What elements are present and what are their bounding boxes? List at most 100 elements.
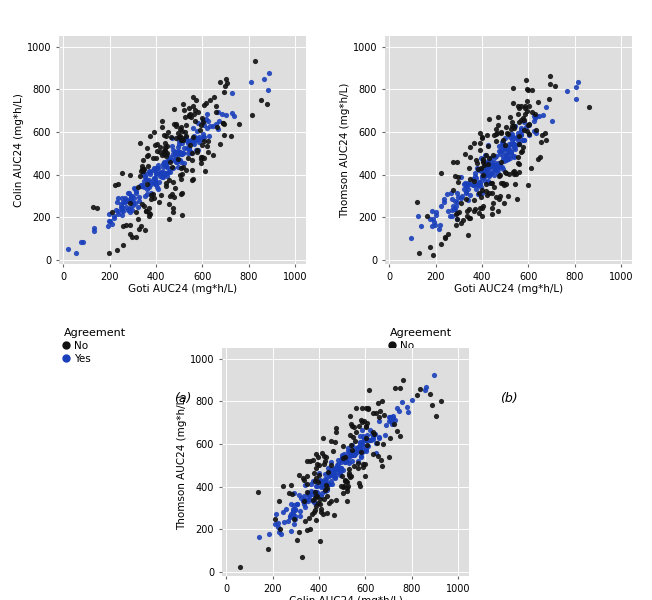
Point xyxy=(514,139,524,149)
Point xyxy=(456,198,466,208)
Point xyxy=(149,173,159,183)
Point xyxy=(475,139,486,148)
Point xyxy=(439,232,450,242)
Point xyxy=(215,77,226,87)
Point xyxy=(460,179,471,188)
Point xyxy=(158,173,168,182)
Point xyxy=(490,193,501,202)
Point xyxy=(157,172,168,182)
Point xyxy=(175,136,186,145)
Point xyxy=(154,177,164,187)
Point xyxy=(336,463,346,473)
Point xyxy=(531,111,542,121)
Point xyxy=(162,148,172,157)
Point xyxy=(120,197,130,206)
Point xyxy=(184,136,194,146)
Point xyxy=(188,109,199,119)
Point xyxy=(512,132,522,142)
Point xyxy=(118,197,128,206)
Point xyxy=(176,122,186,132)
Point xyxy=(434,224,445,234)
Point xyxy=(186,112,196,122)
Point xyxy=(186,155,197,164)
Point xyxy=(439,233,450,243)
Point xyxy=(333,460,343,470)
Point xyxy=(490,124,501,134)
Point xyxy=(196,152,207,162)
Point xyxy=(213,107,223,117)
Point xyxy=(151,168,161,178)
Point xyxy=(504,148,514,157)
Point xyxy=(475,177,485,187)
Point xyxy=(164,152,175,162)
Point xyxy=(155,147,165,157)
Point xyxy=(452,209,462,218)
Point xyxy=(138,155,148,164)
Point xyxy=(481,169,492,179)
Point xyxy=(141,184,152,194)
Point xyxy=(363,404,373,414)
Point xyxy=(333,459,343,469)
Point xyxy=(92,203,102,213)
Point xyxy=(326,476,336,485)
Point xyxy=(452,214,462,224)
Point xyxy=(516,147,526,157)
Point xyxy=(332,464,342,474)
Point xyxy=(498,139,509,148)
Point xyxy=(259,74,270,84)
Point xyxy=(477,211,487,221)
Point xyxy=(431,208,441,217)
Point xyxy=(477,171,488,181)
Point xyxy=(356,452,366,462)
Point xyxy=(140,226,151,235)
Point xyxy=(177,99,188,109)
Point xyxy=(310,476,320,486)
Point xyxy=(469,180,479,190)
Point xyxy=(181,131,192,141)
Point xyxy=(353,442,364,452)
Point xyxy=(488,131,499,140)
Point xyxy=(412,197,422,207)
Point xyxy=(139,164,149,174)
Point xyxy=(518,142,528,152)
Point xyxy=(469,172,480,181)
Point xyxy=(414,248,424,258)
Point xyxy=(161,151,171,161)
Point xyxy=(187,166,198,175)
Point xyxy=(318,509,329,518)
Point xyxy=(507,131,518,140)
Point xyxy=(187,92,198,102)
Point xyxy=(378,397,388,406)
Point xyxy=(203,116,214,126)
Point xyxy=(145,178,156,187)
Point xyxy=(385,433,395,443)
Point xyxy=(480,161,490,170)
Point xyxy=(524,101,535,110)
Point xyxy=(138,167,148,176)
Point xyxy=(133,214,143,223)
Point xyxy=(463,230,473,239)
Point xyxy=(335,468,346,478)
Point xyxy=(571,82,582,92)
Point xyxy=(522,85,533,95)
Point xyxy=(173,149,183,158)
Point xyxy=(162,167,173,177)
Point xyxy=(529,116,539,126)
Point xyxy=(155,197,165,207)
Point xyxy=(310,487,321,497)
Point xyxy=(126,191,137,201)
Point xyxy=(157,122,168,131)
Point xyxy=(428,214,438,224)
Point xyxy=(464,174,475,184)
Point xyxy=(498,164,509,173)
Point xyxy=(288,511,298,520)
Point xyxy=(503,169,514,179)
Point xyxy=(164,199,174,208)
Point xyxy=(356,416,366,425)
Point xyxy=(198,153,209,163)
Point xyxy=(307,509,318,518)
Point xyxy=(562,86,572,96)
Point xyxy=(477,170,488,180)
Point xyxy=(524,119,535,128)
Point xyxy=(339,482,349,491)
